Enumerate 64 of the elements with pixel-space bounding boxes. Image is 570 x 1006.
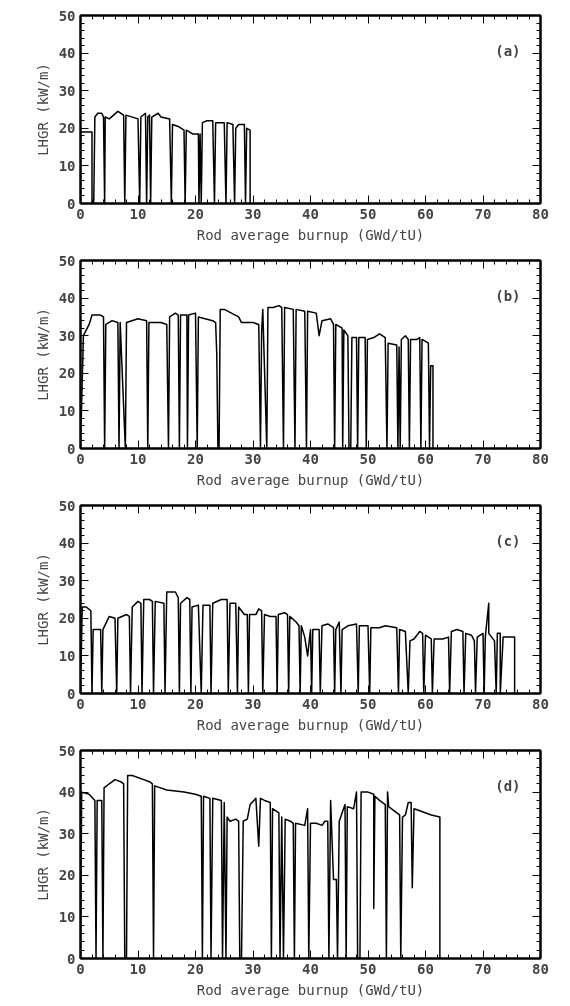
y-tick-label: 10 xyxy=(58,647,76,664)
y-tick-label: 10 xyxy=(58,908,76,925)
y-axis-title: LHGR (kW/m) xyxy=(34,808,51,901)
x-axis-title: Rod average burnup (GWd/tU) xyxy=(196,471,425,488)
x-axis-title: Rod average burnup (GWd/tU) xyxy=(196,226,425,243)
x-tick-label: 20 xyxy=(187,695,204,712)
x-tick-label: 80 xyxy=(532,205,549,222)
x-tick-label: 60 xyxy=(417,695,434,712)
y-tick-label: 30 xyxy=(58,327,76,344)
y-tick-label: 40 xyxy=(58,290,76,307)
x-tick-label: 10 xyxy=(129,450,147,467)
y-tick-label: 40 xyxy=(58,784,76,801)
y-tick-label: 20 xyxy=(58,610,76,627)
x-tick-label: 50 xyxy=(359,450,377,467)
x-tick-label: 50 xyxy=(359,695,377,712)
annotation: (a) xyxy=(495,42,521,59)
x-tick-label: 50 xyxy=(359,205,377,222)
y-tick-label: 10 xyxy=(58,157,76,174)
x-tick-label: 60 xyxy=(417,205,434,222)
x-tick-label: 70 xyxy=(474,450,492,467)
x-tick-label: 10 xyxy=(129,205,147,222)
x-tick-label: 70 xyxy=(474,205,492,222)
x-axis-title: Rod average burnup (GWd/tU) xyxy=(196,716,425,733)
x-tick-label: 50 xyxy=(359,960,377,977)
x-tick-label: 60 xyxy=(417,450,434,467)
y-tick-label: 40 xyxy=(58,45,76,62)
x-tick-label: 40 xyxy=(302,960,319,977)
x-tick-label: 80 xyxy=(532,695,549,712)
y-tick-label: 30 xyxy=(58,572,76,589)
y-tick-label: 20 xyxy=(58,120,76,137)
x-tick-label: 70 xyxy=(474,960,492,977)
x-tick-label: 40 xyxy=(302,450,319,467)
y-axis-title: LHGR (kW/m) xyxy=(34,553,51,646)
x-tick-label: 40 xyxy=(302,695,319,712)
x-tick-label: 30 xyxy=(244,695,262,712)
x-tick-label: 40 xyxy=(302,205,319,222)
x-tick-label: 20 xyxy=(187,205,204,222)
x-tick-label: 60 xyxy=(417,960,434,977)
x-tick-label: 20 xyxy=(187,960,204,977)
x-tick-label: 10 xyxy=(129,960,147,977)
y-tick-label: 50 xyxy=(58,252,76,269)
x-tick-label: 30 xyxy=(244,205,262,222)
x-tick-label: 80 xyxy=(532,450,549,467)
y-tick-label: 20 xyxy=(58,867,76,884)
x-tick-label: 30 xyxy=(244,450,262,467)
y-tick-label: 50 xyxy=(58,497,76,514)
x-axis-title: Rod average burnup (GWd/tU) xyxy=(196,981,425,998)
annotation: (d) xyxy=(495,777,521,794)
annotation: (b) xyxy=(495,287,521,304)
x-tick-label: 80 xyxy=(532,960,549,977)
x-tick-label: 20 xyxy=(187,450,204,467)
y-tick-label: 30 xyxy=(58,82,76,99)
y-axis-title: LHGR (kW/m) xyxy=(34,63,51,156)
x-tick-label: 70 xyxy=(474,695,492,712)
y-tick-label: 30 xyxy=(58,825,76,842)
x-tick-label: 10 xyxy=(129,695,147,712)
annotation: (c) xyxy=(495,532,521,549)
y-axis-title: LHGR (kW/m) xyxy=(34,308,51,401)
y-tick-label: 50 xyxy=(58,742,76,759)
y-tick-label: 40 xyxy=(58,535,76,552)
y-tick-label: 20 xyxy=(58,365,76,382)
x-tick-label: 30 xyxy=(244,960,262,977)
y-tick-label: 50 xyxy=(58,7,76,24)
y-tick-label: 10 xyxy=(58,402,76,419)
